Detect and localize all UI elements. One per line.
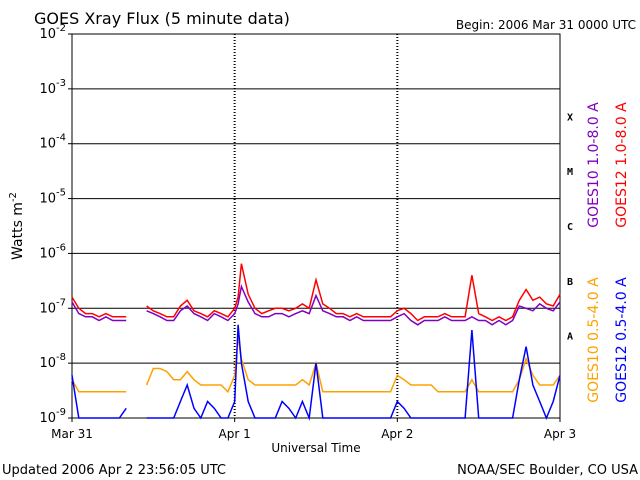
series-layer: [71, 263, 561, 421]
y-axis-label-text: Watts m: [10, 202, 26, 260]
y-tick-label: 10-3: [39, 78, 66, 97]
y-tick-label: 10-7: [39, 297, 66, 316]
legend-item-label: GOES10 1.0-8.0 A: [586, 102, 602, 228]
legend-item: GOES10 0.5-4.0 A: [586, 277, 602, 403]
series-line: [71, 301, 127, 322]
series-line: [146, 283, 561, 326]
legend-item: GOES12 0.5-4.0 A: [614, 277, 630, 403]
series-line: [146, 324, 561, 421]
y-axis-label-sup: -2: [8, 192, 19, 202]
y-tick-label: 10-5: [39, 188, 66, 207]
flare-class-label: B: [567, 277, 573, 288]
series-line: [71, 296, 127, 318]
legend-item: GOES10 1.0-8.0 A: [586, 102, 602, 228]
x-tick-label: Apr 2: [381, 427, 413, 441]
flare-class-label: A: [567, 332, 573, 343]
legend-item: GOES12 1.0-8.0 A: [614, 102, 630, 228]
flare-class-label: M: [567, 167, 573, 178]
series-line: [146, 263, 561, 322]
updated-label: Updated 2006 Apr 2 23:56:05 UTC: [2, 463, 226, 478]
y-axis-ticks: 10-9 10-8 10-7 10-6 10-5 10-4 10-3 10-2: [39, 23, 72, 426]
x-tick-label: Apr 1: [219, 427, 251, 441]
x-axis-label: Universal Time: [271, 441, 360, 455]
legend-item-label: GOES10 0.5-4.0 A: [586, 277, 602, 403]
flare-class-label: C: [567, 222, 573, 233]
y-tick-label: 10-2: [39, 23, 66, 42]
y-tick-label: 10-8: [39, 352, 66, 371]
x-axis-ticks: Mar 31 Apr 1 Apr 2 Apr 3: [51, 418, 576, 441]
y-tick-label: 10-4: [39, 133, 66, 152]
svg-text:Watts m-2: Watts m-2: [8, 192, 26, 260]
y-tick-label: 10-9: [39, 407, 66, 426]
legend-right: GOES10 1.0-8.0 A GOES12 1.0-8.0 A GOES10 0…: [586, 102, 630, 403]
plot-area: [71, 33, 561, 421]
begin-label: Begin: 2006 Mar 31 0000 UTC: [456, 18, 636, 32]
x-tick-label: Mar 31: [51, 427, 93, 441]
x-tick-label: Apr 3: [544, 427, 576, 441]
plot-frame: [71, 33, 561, 419]
series-line: [71, 379, 127, 393]
legend-item-label: GOES12 0.5-4.0 A: [614, 277, 630, 403]
y-tick-label: 10-6: [39, 242, 66, 261]
grid-lines: [72, 33, 560, 419]
legend-item-label: GOES12 1.0-8.0 A: [614, 102, 630, 228]
flare-class-labels: A B C M X: [567, 112, 573, 342]
flare-class-label: X: [567, 112, 573, 123]
series-line: [145, 336, 561, 394]
source-label: NOAA/SEC Boulder, CO USA: [457, 463, 638, 478]
y-axis-label: Watts m-2: [8, 192, 26, 260]
chart-title: GOES Xray Flux (5 minute data): [34, 9, 290, 28]
day-dividers: [233, 34, 399, 418]
series-line: [71, 375, 127, 419]
